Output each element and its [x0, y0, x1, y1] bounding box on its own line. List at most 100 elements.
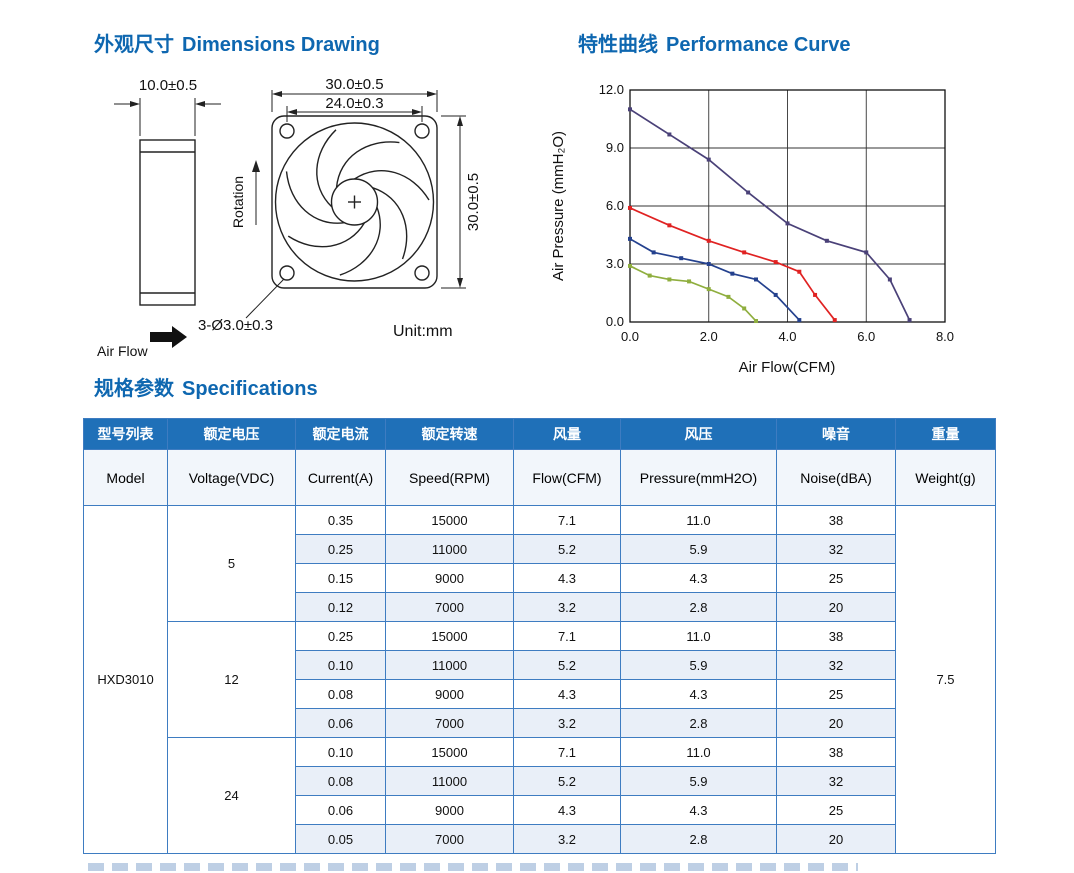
header-weight-en: Weight(g) [895, 449, 996, 506]
noise-cell: 38 [776, 505, 896, 535]
x-tick-label: 8.0 [936, 329, 954, 344]
header-flow-cn: 风量 [513, 418, 621, 450]
table-header-row-cn: 型号列表 额定电压 额定电流 额定转速 风量 风压 噪音 重量 [83, 418, 996, 450]
speed-cell: 11000 [385, 766, 514, 796]
x-tick-label: 0.0 [621, 329, 639, 344]
data-marker [706, 238, 711, 243]
flow-cell: 5.2 [513, 534, 621, 564]
current-cell: 0.10 [295, 737, 386, 767]
noise-cell: 38 [776, 621, 896, 651]
x-tick-label: 2.0 [700, 329, 718, 344]
speed-cell: 9000 [385, 795, 514, 825]
header-model-en: Model [83, 449, 168, 506]
dimensions-drawing: 10.0±0.5 30 [97, 76, 482, 359]
data-marker [813, 292, 818, 297]
flow-cell: 3.2 [513, 592, 621, 622]
pressure-cell: 2.8 [620, 592, 777, 622]
data-marker [773, 260, 778, 265]
data-marker [754, 319, 758, 324]
data-marker [667, 223, 672, 228]
data-marker [628, 107, 632, 112]
dim-arrow [272, 91, 282, 97]
data-marker [706, 262, 711, 266]
hole-callout-leader [245, 278, 285, 319]
current-cell: 0.06 [295, 795, 386, 825]
header-model-cn: 型号列表 [83, 418, 168, 450]
chart-series [628, 107, 912, 324]
dim-lines-outer-width [271, 90, 438, 112]
clipped-text-row [88, 863, 858, 871]
data-marker [628, 263, 632, 268]
current-cell: 0.12 [295, 592, 386, 622]
dimensions-heading-cn: 外观尺寸 [94, 34, 174, 56]
data-marker [797, 318, 802, 323]
y-tick-label: 12.0 [599, 82, 624, 97]
speed-cell: 7000 [385, 708, 514, 738]
noise-cell: 25 [776, 795, 896, 825]
noise-cell: 38 [776, 737, 896, 767]
pressure-cell: 11.0 [620, 621, 777, 651]
data-marker [785, 221, 790, 226]
spec-row: 0.12 7000 3.2 2.8 20 [84, 592, 996, 622]
hole-callout-label: 3-Ø3.0±0.3 [198, 317, 273, 334]
data-marker [746, 190, 751, 195]
chart-grid [629, 89, 946, 323]
dimensions-heading-en: Dimensions Drawing [182, 34, 380, 56]
model-cell: HXD3010 [83, 505, 168, 854]
header-pressure-cn: 风压 [620, 418, 777, 450]
flow-cell: 4.3 [513, 563, 621, 593]
dim-arrow [457, 116, 463, 126]
chart-tick-labels: 0.0 2.0 4.0 6.0 8.0 0.0 3.0 6.0 9.0 12.0 [599, 82, 954, 344]
table-header-row-en: Model Voltage(VDC) Current(A) Speed(RPM)… [83, 449, 996, 506]
spec-row: 0.15 9000 4.3 4.3 25 [84, 563, 996, 593]
pressure-cell: 2.8 [620, 708, 777, 738]
data-marker [667, 277, 672, 282]
spec-row: 0.06 9000 4.3 4.3 25 [84, 795, 996, 825]
speed-cell: 9000 [385, 679, 514, 709]
speed-cell: 15000 [385, 505, 514, 535]
header-voltage-en: Voltage(VDC) [167, 449, 296, 506]
voltage-cell: 5 [167, 505, 296, 622]
curve-15000RPM [629, 108, 911, 321]
x-tick-label: 4.0 [778, 329, 796, 344]
noise-cell: 32 [776, 534, 896, 564]
flow-cell: 4.3 [513, 795, 621, 825]
noise-cell: 20 [776, 592, 896, 622]
spec-row: 0.08 11000 5.2 5.9 32 [84, 766, 996, 796]
current-cell: 0.05 [295, 824, 386, 854]
flow-cell: 7.1 [513, 505, 621, 535]
dim-arrow [287, 109, 297, 115]
curve-7000RPM [629, 265, 757, 322]
performance-heading: 特性曲线 Performance Curve [578, 28, 851, 57]
noise-cell: 32 [776, 650, 896, 680]
header-current-cn: 额定电流 [295, 418, 386, 450]
pressure-cell: 5.9 [620, 534, 777, 564]
pressure-cell: 2.8 [620, 824, 777, 854]
data-marker [687, 279, 692, 284]
specifications-heading-en: Specifications [182, 378, 318, 400]
current-cell: 0.08 [295, 766, 386, 796]
noise-cell: 25 [776, 679, 896, 709]
current-cell: 0.06 [295, 708, 386, 738]
y-tick-label: 3.0 [606, 256, 624, 271]
speed-cell: 7000 [385, 592, 514, 622]
dim-side-width-label: 10.0±0.5 [139, 77, 197, 94]
data-marker [864, 250, 869, 255]
dim-hole-pitch-label: 24.0±0.3 [325, 95, 383, 112]
specifications-heading: 规格参数 Specifications [94, 372, 318, 401]
data-marker [651, 250, 656, 255]
y-axis-title: Air Pressure (mmH₂O) [550, 131, 567, 281]
data-marker [832, 318, 837, 323]
header-pressure-en: Pressure(mmH2O) [620, 449, 777, 506]
air-flow-arrow-icon [150, 326, 187, 348]
flow-cell: 5.2 [513, 650, 621, 680]
rotation-label: Rotation [230, 176, 246, 228]
data-marker [754, 277, 758, 282]
data-marker [647, 273, 652, 278]
data-marker [773, 292, 778, 297]
voltage-cell: 24 [167, 737, 296, 854]
dimensions-heading: 外观尺寸 Dimensions Drawing [94, 28, 380, 57]
data-marker [679, 256, 684, 261]
data-marker [628, 236, 632, 241]
